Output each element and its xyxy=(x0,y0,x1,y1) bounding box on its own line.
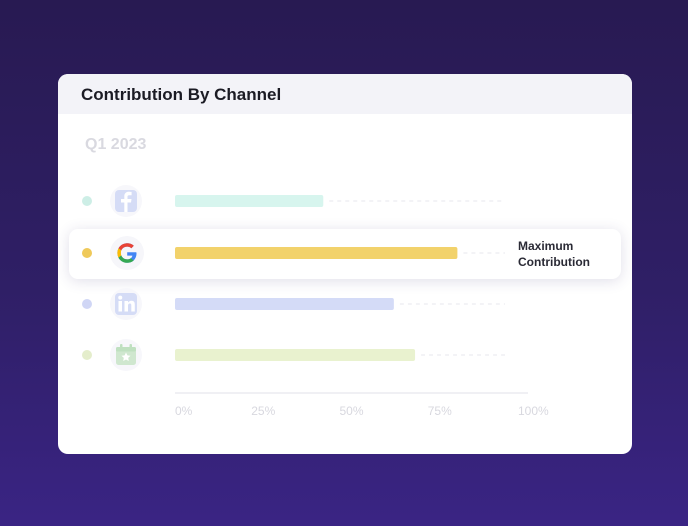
calendar-star-icon xyxy=(110,339,142,371)
annotation-line-1: Maximum xyxy=(518,239,573,253)
linkedin-icon xyxy=(110,288,142,320)
legend-dot-facebook xyxy=(82,196,92,206)
card-header: Contribution By Channel xyxy=(58,74,632,114)
legend-dot-linkedin xyxy=(82,299,92,309)
x-tick-label: 100% xyxy=(518,404,549,418)
legend-dot-events xyxy=(82,350,92,360)
x-tick-label: 25% xyxy=(251,404,275,418)
x-tick-label: 0% xyxy=(175,404,193,418)
legend-dot-google xyxy=(82,248,92,258)
x-tick-label: 75% xyxy=(428,404,452,418)
annotation-line-2: Contribution xyxy=(518,255,590,269)
facebook-icon xyxy=(110,185,142,217)
bar-events[interactable] xyxy=(175,349,416,361)
bar-google[interactable] xyxy=(175,247,458,259)
bar-linkedin[interactable] xyxy=(175,298,394,310)
card-title: Contribution By Channel xyxy=(81,85,282,104)
bar-facebook[interactable] xyxy=(175,195,324,207)
google-icon xyxy=(110,236,144,270)
period-label: Q1 2023 xyxy=(85,136,147,153)
x-tick-label: 50% xyxy=(340,404,364,418)
